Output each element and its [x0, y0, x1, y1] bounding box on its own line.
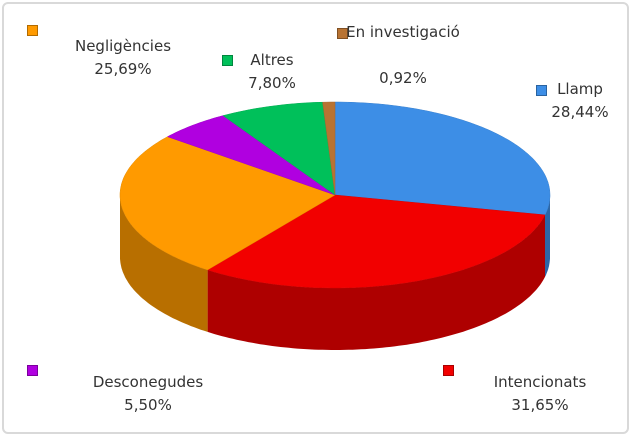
category-label: Altres: [250, 51, 294, 69]
legend-key: [27, 365, 38, 376]
slice: [166, 115, 336, 196]
slice: [222, 101, 336, 196]
slice: [334, 101, 551, 216]
legend-key: [222, 55, 233, 66]
category-label: Negligències: [74, 37, 172, 55]
value-label: 7,80%: [248, 74, 296, 92]
slice: [206, 194, 546, 289]
slice-side: [207, 214, 545, 350]
category-label: Intencionats: [493, 373, 587, 391]
category-label: Desconegudes: [92, 373, 204, 391]
value-label: 25,69%: [94, 60, 152, 78]
value-label: 31,65%: [511, 396, 569, 414]
legend-key: [536, 85, 547, 96]
slice: [322, 101, 336, 196]
legend-key: [337, 28, 348, 39]
slice-side: [120, 195, 208, 332]
value-label: 28,44%: [551, 103, 609, 121]
slice-side: [545, 195, 550, 277]
category-label: En investigació: [346, 23, 460, 41]
legend-key: [27, 25, 38, 36]
value-label: 5,50%: [124, 396, 172, 414]
category-label: Llamp: [557, 80, 603, 98]
legend-key: [443, 365, 454, 376]
value-label: 0,92%: [379, 69, 427, 87]
slice: [119, 136, 336, 271]
